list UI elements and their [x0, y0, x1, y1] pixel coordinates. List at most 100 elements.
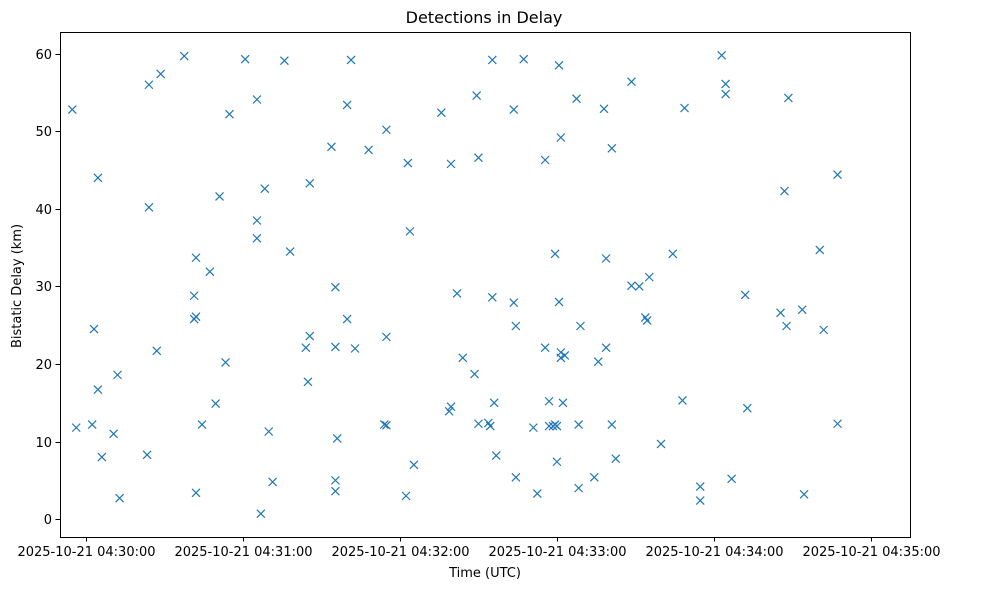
data-point — [144, 80, 154, 90]
data-point — [642, 316, 652, 325]
data-point — [303, 377, 313, 387]
data-point — [797, 305, 807, 315]
data-point — [113, 370, 122, 380]
x-tick-label: 2025-10-21 04:31:00 — [174, 545, 312, 560]
data-point — [634, 282, 644, 291]
data-point — [782, 321, 791, 331]
data-point — [470, 369, 479, 379]
x-tick-label: 2025-10-21 04:30:00 — [17, 545, 155, 560]
data-point — [401, 491, 411, 501]
data-point — [264, 427, 274, 436]
data-point — [717, 50, 727, 60]
x-axis-ticks: 2025-10-21 04:30:00 2025-10-21 04:31:00 20… — [17, 537, 941, 560]
data-point — [364, 145, 374, 155]
data-point — [695, 482, 705, 492]
data-point — [346, 55, 356, 65]
data-point — [179, 51, 189, 61]
data-point — [189, 291, 199, 301]
data-point — [680, 103, 689, 113]
data-point — [381, 420, 391, 430]
data-point — [446, 159, 456, 169]
data-point — [540, 155, 550, 165]
data-point — [532, 489, 542, 498]
data-point — [252, 216, 262, 225]
data-point — [342, 100, 352, 110]
data-point — [554, 297, 564, 307]
x-tick-label: 2025-10-21 04:33:00 — [488, 545, 626, 560]
data-point — [211, 399, 221, 408]
data-point — [552, 421, 562, 431]
data-point — [191, 312, 201, 322]
y-tick-label: 40 — [35, 203, 52, 218]
data-point — [332, 434, 342, 443]
data-point — [405, 226, 415, 236]
data-point — [221, 358, 230, 367]
data-point — [644, 272, 654, 282]
data-point — [409, 460, 419, 470]
x-tick-label: 2025-10-21 04:32:00 — [331, 545, 469, 560]
data-point — [572, 94, 581, 104]
data-point — [305, 178, 315, 188]
data-point — [819, 325, 829, 335]
data-point — [678, 396, 687, 405]
data-point — [780, 186, 789, 196]
data-point — [87, 420, 97, 429]
data-point — [330, 475, 340, 485]
data-point — [574, 483, 584, 493]
data-point — [256, 509, 266, 519]
data-point — [833, 170, 842, 180]
x-tick-label: 2025-10-21 04:35:00 — [802, 545, 940, 560]
data-point — [599, 104, 609, 114]
data-point — [601, 254, 611, 263]
data-point — [279, 56, 289, 66]
data-point — [574, 420, 584, 429]
data-point — [509, 298, 519, 308]
data-point — [142, 450, 152, 460]
y-tick-label: 30 — [35, 280, 52, 295]
data-point — [491, 451, 501, 460]
data-point — [487, 55, 497, 65]
data-point — [252, 233, 262, 243]
plot-frame — [60, 32, 911, 538]
chart-title: Detections in Delay — [406, 8, 563, 27]
data-point — [783, 93, 793, 103]
data-point — [342, 314, 352, 324]
data-point — [552, 457, 562, 467]
y-tick-label: 0 — [44, 513, 52, 528]
data-point — [474, 419, 483, 429]
data-point — [240, 54, 250, 64]
data-point — [330, 342, 340, 352]
data-point — [833, 419, 842, 429]
data-point — [544, 421, 554, 431]
data-point — [550, 249, 560, 259]
data-point — [576, 321, 585, 331]
data-point — [381, 332, 391, 342]
data-point — [815, 245, 825, 255]
data-point — [330, 282, 340, 292]
data-point — [695, 496, 705, 505]
data-point — [511, 321, 521, 331]
data-point — [509, 105, 519, 114]
x-axis-label: Time (UTC) — [448, 566, 521, 581]
data-point — [156, 69, 166, 79]
data-point — [485, 421, 495, 431]
data-point — [593, 357, 603, 367]
data-point — [446, 402, 456, 412]
data-point — [327, 142, 336, 152]
data-point — [489, 398, 499, 408]
data-point — [109, 429, 119, 439]
data-point — [740, 290, 750, 300]
data-point — [191, 488, 201, 498]
data-point — [115, 493, 125, 503]
data-point — [776, 308, 785, 318]
data-point — [474, 153, 483, 163]
data-point — [519, 54, 529, 64]
y-axis-ticks: 0 10 20 30 40 50 60 — [35, 48, 60, 528]
data-point — [472, 91, 482, 101]
data-point — [607, 420, 617, 429]
data-point — [71, 423, 81, 433]
data-point — [301, 343, 311, 353]
data-point — [799, 489, 809, 499]
data-point — [727, 474, 737, 484]
